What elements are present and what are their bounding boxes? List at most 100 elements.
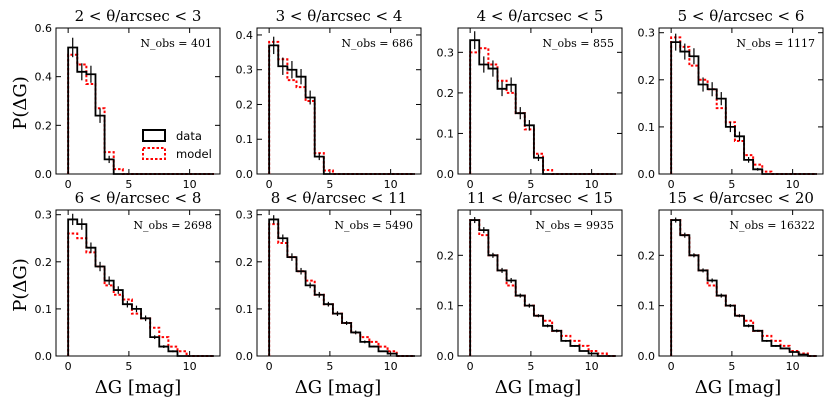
panel-5: 6 < θ/arcsec < 8 N_obs = 2698 0.0 0.1 0.2 0.3… [35, 189, 221, 373]
panel-title: 4 < θ/arcsec < 5 [477, 7, 604, 25]
legend-data-swatch [142, 129, 166, 142]
panel-frame [457, 27, 623, 175]
y-tick-label: 0.1 [236, 303, 254, 316]
y-tick-label: 0.0 [638, 168, 656, 181]
panel-frame [658, 209, 824, 357]
y-tick-label: 0.0 [236, 168, 254, 181]
y-tick-label: 0.2 [236, 256, 254, 269]
x-tick-label: 10 [384, 360, 398, 373]
y-axis-label-top: P(ΔG) [10, 76, 31, 130]
x-tick-label: 0 [668, 178, 675, 191]
y-tick-label: 0.0 [437, 168, 455, 181]
y-tick-label: 0.1 [638, 121, 656, 134]
y-tick-label: 0.1 [35, 303, 53, 316]
data-histogram [469, 39, 616, 175]
y-tick-label: 0.0 [35, 350, 53, 363]
x-tick-label: 0 [65, 360, 72, 373]
model-histogram [469, 219, 616, 357]
panel-6: 8 < θ/arcsec < 11 N_obs = 5490 0.0 0.1 0.2 0.… [236, 189, 422, 373]
data-histogram [268, 218, 415, 357]
x-tick-label: 5 [728, 360, 735, 373]
x-axis-label-1: ΔG [mag] [95, 377, 181, 398]
y-tick-label: 0.6 [35, 22, 53, 35]
x-tick-label: 10 [786, 178, 800, 191]
panel-3: 4 < θ/arcsec < 5 N_obs = 855 0.0 0.1 0.2 0.3 0… [437, 7, 623, 191]
legend-data-label: data [176, 129, 202, 143]
x-tick-label: 10 [585, 360, 599, 373]
x-tick-label: 5 [125, 178, 132, 191]
panel-title: 8 < θ/arcsec < 11 [271, 189, 407, 207]
y-axis-label-bottom: P(ΔG) [10, 258, 31, 312]
panel-2: 3 < θ/arcsec < 4 N_obs = 686 0.0 0.1 0.2 0.3 0… [236, 7, 422, 191]
y-tick-label: 0.3 [35, 209, 53, 222]
model-histogram [67, 53, 214, 175]
panel-title: 3 < θ/arcsec < 4 [276, 7, 403, 25]
nobs-label: N_obs = 855 [542, 37, 614, 50]
x-tick-label: 5 [527, 360, 534, 373]
panel-7: 11 < θ/arcsec < 15 N_obs = 9935 0.0 0.1 0.2 0… [437, 189, 623, 373]
x-tick-label: 0 [65, 178, 72, 191]
y-tick-label: 0.4 [35, 71, 53, 84]
x-tick-label: 10 [183, 360, 197, 373]
x-axis-label-2: ΔG [mag] [295, 377, 381, 398]
nobs-label: N_obs = 2698 [133, 219, 212, 232]
y-tick-label: 0.2 [35, 119, 53, 132]
x-tick-label: 5 [125, 360, 132, 373]
y-tick-label: 0.2 [437, 87, 455, 100]
y-tick-label: 0.3 [638, 27, 656, 40]
panel-title: 11 < θ/arcsec < 15 [467, 189, 613, 207]
panel-frame [457, 209, 623, 357]
model-histogram [67, 232, 214, 357]
panel-frame [256, 209, 422, 357]
x-tick-label: 5 [527, 178, 534, 191]
x-tick-label: 0 [266, 360, 273, 373]
x-tick-label: 0 [266, 178, 273, 191]
model-histogram [670, 219, 817, 357]
y-tick-label: 0.2 [35, 256, 53, 269]
y-tick-label: 0.0 [638, 350, 656, 363]
y-tick-label: 0.1 [437, 127, 455, 140]
nobs-label: N_obs = 16322 [729, 219, 815, 232]
panel-title: 5 < θ/arcsec < 6 [678, 7, 805, 25]
data-histogram [67, 218, 214, 357]
panel-frame [658, 27, 824, 175]
y-tick-label: 0.2 [638, 74, 656, 87]
x-tick-label: 10 [183, 178, 197, 191]
panels: 2 < θ/arcsec < 3 N_obs = 401 0.0 0.2 0.4 0.6 0… [35, 7, 824, 373]
y-tick-label: 0.3 [437, 46, 455, 59]
y-tick-label: 0.0 [236, 350, 254, 363]
model-histogram [670, 36, 817, 175]
panel-8: 15 < θ/arcsec < 20 N_obs = 16322 0.0 0.1 0.2… [638, 189, 824, 373]
model-histogram [268, 40, 415, 175]
legend-model-label: model [176, 147, 212, 161]
y-tick-label: 0.0 [35, 168, 53, 181]
panel-frame [55, 209, 221, 357]
nobs-label: N_obs = 9935 [535, 219, 614, 232]
x-tick-label: 10 [384, 178, 398, 191]
x-tick-label: 5 [326, 360, 333, 373]
nobs-label: N_obs = 1117 [736, 37, 815, 50]
x-axis-label-3: ΔG [mag] [495, 377, 581, 398]
data-histogram [67, 46, 214, 175]
legend-model-swatch [142, 147, 166, 160]
y-tick-label: 0.1 [437, 300, 455, 313]
y-tick-label: 0.3 [236, 209, 254, 222]
panel-1: 2 < θ/arcsec < 3 N_obs = 401 0.0 0.2 0.4 0.6 0… [35, 7, 221, 191]
y-tick-label: 0.1 [236, 133, 254, 146]
nobs-label: N_obs = 5490 [334, 219, 413, 232]
x-tick-label: 0 [467, 178, 474, 191]
x-tick-label: 10 [585, 178, 599, 191]
x-tick-label: 5 [326, 178, 333, 191]
panel-title: 15 < θ/arcsec < 20 [668, 189, 814, 207]
x-tick-label: 0 [467, 360, 474, 373]
x-tick-label: 5 [728, 178, 735, 191]
legend: data model [142, 129, 212, 161]
model-histogram [469, 47, 616, 175]
y-tick-label: 0.4 [236, 29, 254, 42]
panel-title: 6 < θ/arcsec < 8 [75, 189, 202, 207]
y-tick-label: 0.0 [437, 350, 455, 363]
data-histogram [670, 219, 817, 357]
x-axis-label-4: ΔG [mag] [695, 377, 781, 398]
y-tick-label: 0.3 [236, 64, 254, 77]
